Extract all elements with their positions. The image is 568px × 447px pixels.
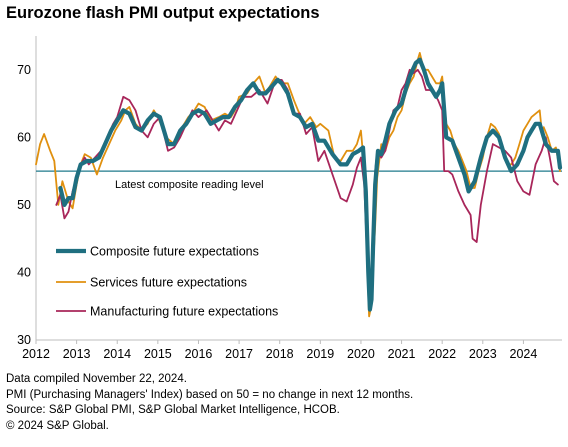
x-tick-label: 2023 — [469, 347, 497, 361]
x-tick-label: 2021 — [388, 347, 416, 361]
footnotes: Data compiled November 22, 2024. PMI (Pu… — [6, 372, 413, 434]
chart-title: Eurozone flash PMI output expectations — [6, 4, 320, 22]
x-tick-label: 2024 — [510, 347, 538, 361]
y-tick-label: 50 — [17, 198, 31, 212]
axes: 30 40 50 60 70 2012 2013 2014 2015 2016 2017 2018 20… — [17, 36, 562, 361]
x-tick-label: 2019 — [306, 347, 334, 361]
footnote-data-compiled: Data compiled November 22, 2024. — [6, 373, 187, 385]
series-line-2 — [58, 57, 563, 312]
footnote-source: Source: S&P Global PMI, S&P Global Marke… — [6, 404, 340, 416]
x-tick-label: 2016 — [185, 347, 213, 361]
x-tick-label: 2015 — [144, 347, 172, 361]
legend-label-0: Composite future expectations — [90, 245, 259, 259]
x-tick-label: 2012 — [22, 347, 50, 361]
legend-label-1: Services future expectations — [90, 276, 247, 290]
series-lines — [35, 52, 563, 318]
x-tick-label: 2018 — [266, 347, 294, 361]
x-tick-label: 2020 — [347, 347, 375, 361]
x-tick-label: 2013 — [63, 347, 91, 361]
series-line-1 — [55, 68, 559, 308]
y-tick-label: 40 — [17, 265, 31, 279]
x-tick-label: 2017 — [225, 347, 253, 361]
y-tick-label: 60 — [17, 130, 31, 144]
footnote-copyright: © 2024 S&P Global. — [6, 419, 109, 432]
legend: Composite future expectations Services fu… — [56, 245, 278, 319]
y-tick-label: 30 — [17, 333, 31, 347]
x-tick-label: 2014 — [103, 347, 131, 361]
legend-label-2: Manufacturing future expectations — [90, 305, 278, 319]
reference-line-label: Latest composite reading level — [115, 179, 264, 191]
y-tick-label: 70 — [17, 63, 31, 77]
x-tick-label: 2022 — [428, 347, 456, 361]
footnote-pmi-definition: PMI (Purchasing Managers' Index) based o… — [6, 388, 414, 401]
